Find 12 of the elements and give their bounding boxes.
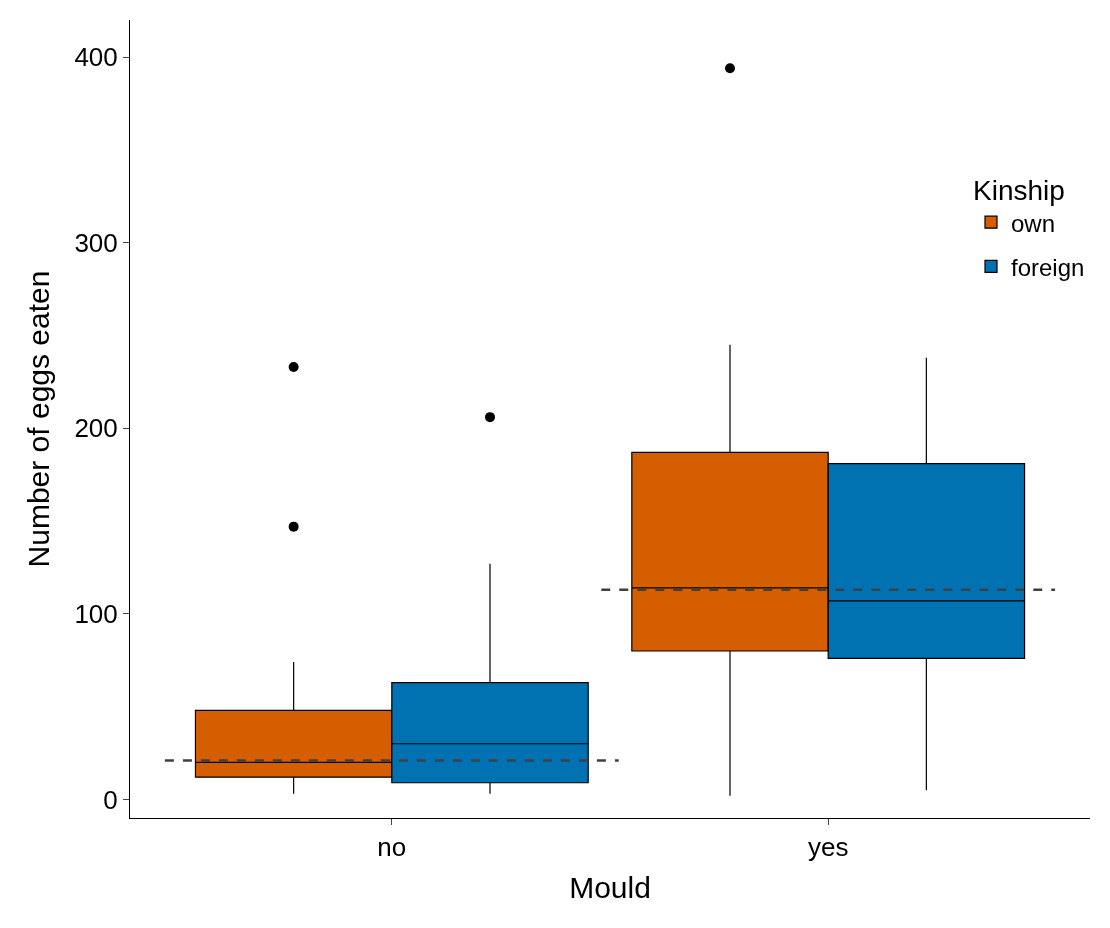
legend-label: foreign — [1011, 253, 1085, 281]
y-tick-label: 400 — [74, 42, 118, 73]
y-tick-label: 0 — [103, 784, 118, 815]
y-tick-label: 200 — [74, 413, 118, 444]
x-axis-title: Mould — [569, 870, 651, 904]
y-tick-label: 300 — [74, 227, 118, 258]
x-tick-label: yes — [807, 832, 849, 863]
legend-label: own — [1011, 209, 1056, 237]
legend-title: Kinship — [973, 175, 1065, 207]
y-tick-label: 100 — [74, 598, 118, 629]
x-tick-label: no — [377, 832, 407, 863]
y-axis-title: Number of eggs eaten — [22, 270, 56, 568]
